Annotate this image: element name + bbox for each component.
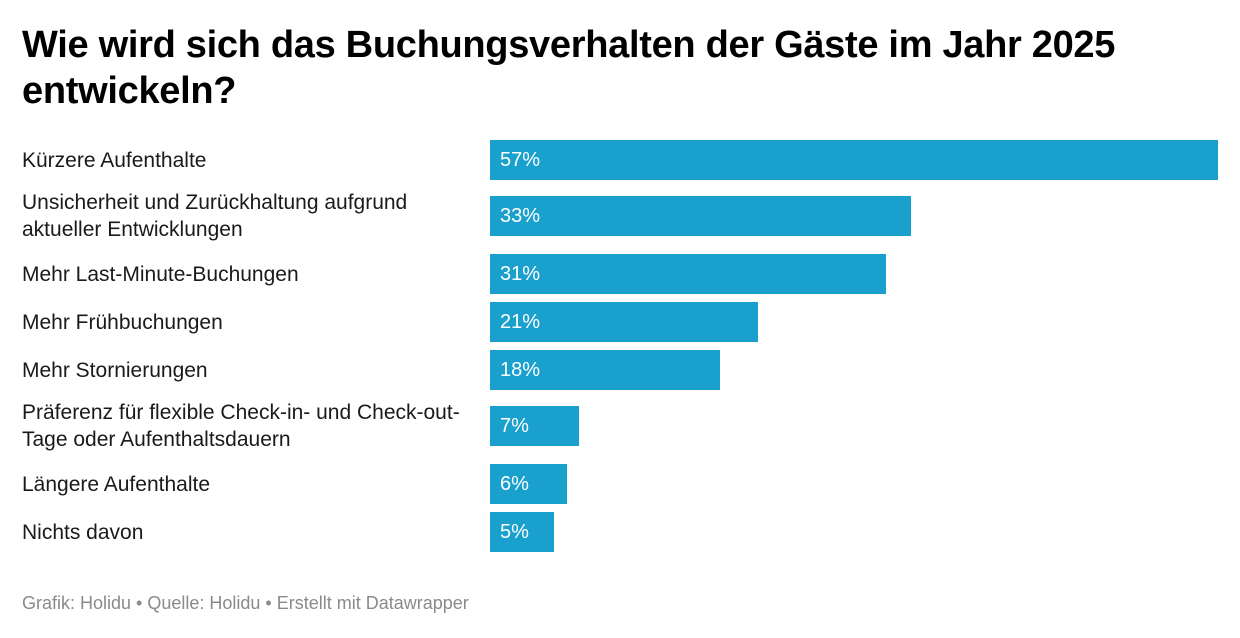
bar-label: Mehr Last-Minute-Buchungen	[22, 262, 299, 286]
chart-title: Wie wird sich das Buchungsverhalten der …	[22, 24, 1116, 112]
bar-value-label: 33%	[500, 205, 541, 227]
bar	[490, 406, 579, 446]
bar-value-label: 21%	[500, 311, 541, 333]
bar-value-label: 18%	[500, 359, 541, 381]
bar-label: Kürzere Aufenthalte	[22, 148, 207, 172]
bar	[490, 350, 720, 390]
bar-label: Unsicherheit und Zurückhaltung aufgrund …	[22, 191, 408, 241]
bar	[490, 140, 1218, 180]
bar-label: Nichts davon	[22, 520, 144, 544]
bar-value-label: 31%	[500, 263, 541, 285]
chart-footer: Grafik: Holidu • Quelle: Holidu • Erstel…	[22, 593, 469, 613]
bar-value-label: 7%	[500, 415, 529, 437]
bar-label: Längere Aufenthalte	[22, 472, 210, 496]
bar-value-label: 57%	[500, 149, 541, 171]
bar	[490, 512, 554, 552]
bar-label: Mehr Stornierungen	[22, 358, 208, 382]
bar	[490, 254, 886, 294]
bar-value-label: 5%	[500, 521, 529, 543]
bar	[490, 302, 758, 342]
bar-value-label: 6%	[500, 473, 529, 495]
bar-label: Mehr Frühbuchungen	[22, 310, 223, 334]
bar-label: Präferenz für flexible Check-in- und Che…	[22, 401, 460, 451]
bar	[490, 464, 567, 504]
bar	[490, 196, 911, 236]
